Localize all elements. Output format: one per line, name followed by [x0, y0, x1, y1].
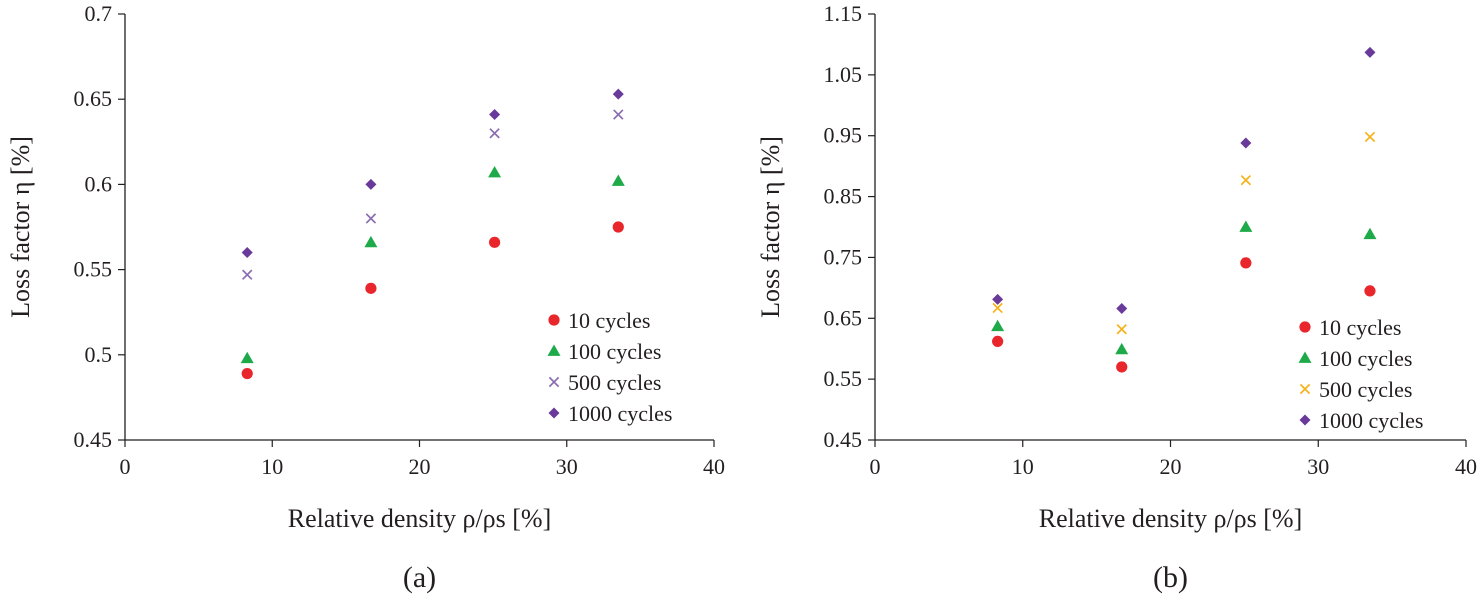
y-tick-label: 0.55	[824, 366, 863, 391]
x-tick-label: 20	[409, 454, 431, 479]
panel-label: (b)	[1153, 561, 1188, 594]
data-point-10-cycles	[488, 236, 501, 248]
data-point-10-cycles	[1240, 257, 1252, 269]
y-tick-label: 0.5	[85, 342, 113, 367]
x-tick-label: 0	[870, 454, 881, 479]
legend-label-10-cycles: 10 cycles	[1319, 315, 1401, 340]
data-point-100-cycles	[1363, 227, 1377, 240]
data-point-500-cycles	[365, 213, 377, 224]
data-point-100-cycles	[1239, 220, 1253, 232]
y-tick-label: 0.7	[85, 1, 113, 26]
data-point-1000-cycles	[1364, 46, 1376, 58]
legend-marker-100-cycles	[1298, 351, 1312, 363]
data-point-1000-cycles	[365, 178, 377, 190]
legend-label-100-cycles: 100 cycles	[568, 339, 661, 364]
y-tick-label: 0.95	[824, 123, 863, 148]
data-point-1000-cycles	[992, 293, 1004, 305]
chart-panel-a: 0.45 0.5 0.55 0.6 0.65 0.7 0 10 20 30 40 Relative d…	[6, 1, 725, 594]
data-point-10-cycles	[1364, 285, 1376, 297]
legend-label-1000-cycles: 1000 cycles	[1319, 408, 1423, 433]
data-point-500-cycles	[242, 269, 253, 280]
y-axis-label: Loss factor η [%]	[6, 136, 35, 318]
data-point-100-cycles	[364, 235, 378, 248]
x-tick-label: 10	[1012, 454, 1034, 479]
x-tick-label: 0	[120, 454, 131, 479]
data-point-500-cycles	[1240, 174, 1252, 186]
legend-marker-10-cycles	[1299, 321, 1311, 333]
y-tick-label: 0.45	[824, 427, 863, 452]
data-point-500-cycles	[613, 109, 624, 120]
x-tick-label: 20	[1160, 454, 1182, 479]
x-tick-label: 10	[261, 454, 283, 479]
y-tick-label: 0.6	[85, 171, 113, 196]
y-tick-label: 1.05	[824, 62, 863, 87]
y-tick-label: 0.45	[74, 427, 113, 452]
legend-marker-500-cycles	[1299, 383, 1311, 395]
data-point-1000-cycles	[1116, 303, 1128, 315]
x-tick-label: 30	[1307, 454, 1329, 479]
y-tick-label: 0.65	[824, 305, 863, 330]
y-tick-label: 0.75	[824, 244, 863, 269]
data-point-10-cycles	[241, 367, 253, 380]
y-tick-label: 0.85	[824, 184, 863, 209]
data-point-100-cycles	[611, 174, 625, 186]
data-point-500-cycles	[992, 302, 1003, 314]
data-point-100-cycles	[991, 319, 1005, 332]
y-tick-label: 1.15	[824, 1, 863, 26]
y-tick-label: 0.55	[74, 257, 113, 282]
legend-marker-500-cycles	[548, 376, 560, 388]
panel-label: (a)	[403, 561, 436, 594]
legend-label-10-cycles: 10 cycles	[568, 308, 650, 333]
data-point-500-cycles	[1364, 131, 1376, 143]
x-axis-label: Relative density ρ/ρs [%]	[1039, 504, 1303, 533]
data-point-100-cycles	[240, 351, 254, 364]
y-tick-label: 0.65	[74, 86, 113, 111]
data-point-1000-cycles	[1240, 137, 1252, 149]
data-point-10-cycles	[1116, 361, 1128, 373]
data-point-100-cycles	[488, 165, 502, 178]
legend-marker-100-cycles	[547, 344, 561, 356]
x-tick-label: 40	[703, 454, 725, 479]
data-point-500-cycles	[1116, 324, 1127, 335]
data-point-10-cycles	[992, 335, 1004, 348]
x-tick-label: 40	[1455, 454, 1477, 479]
x-tick-label: 30	[556, 454, 578, 479]
data-point-1000-cycles	[241, 247, 253, 259]
legend-marker-10-cycles	[548, 314, 560, 326]
data-point-500-cycles	[489, 128, 500, 139]
data-point-10-cycles	[365, 282, 377, 294]
data-point-10-cycles	[612, 221, 624, 233]
legend-label-500-cycles: 500 cycles	[1319, 377, 1412, 402]
legend-marker-1000-cycles	[1299, 414, 1311, 426]
legend-label-500-cycles: 500 cycles	[568, 370, 661, 395]
x-axis-label: Relative density ρ/ρs [%]	[288, 504, 552, 533]
data-point-1000-cycles	[489, 109, 501, 121]
data-point-1000-cycles	[612, 88, 624, 100]
legend-label-100-cycles: 100 cycles	[1319, 346, 1412, 371]
legend-label-1000-cycles: 1000 cycles	[568, 401, 672, 426]
chart-panel-b: 0.45 0.55 0.65 0.75 0.85 0.95 1.05 1.15 0 10 20 30 4…	[756, 1, 1477, 594]
y-axis-label: Loss factor η [%]	[756, 136, 785, 318]
legend-marker-1000-cycles	[548, 407, 560, 419]
data-point-100-cycles	[1115, 342, 1129, 355]
